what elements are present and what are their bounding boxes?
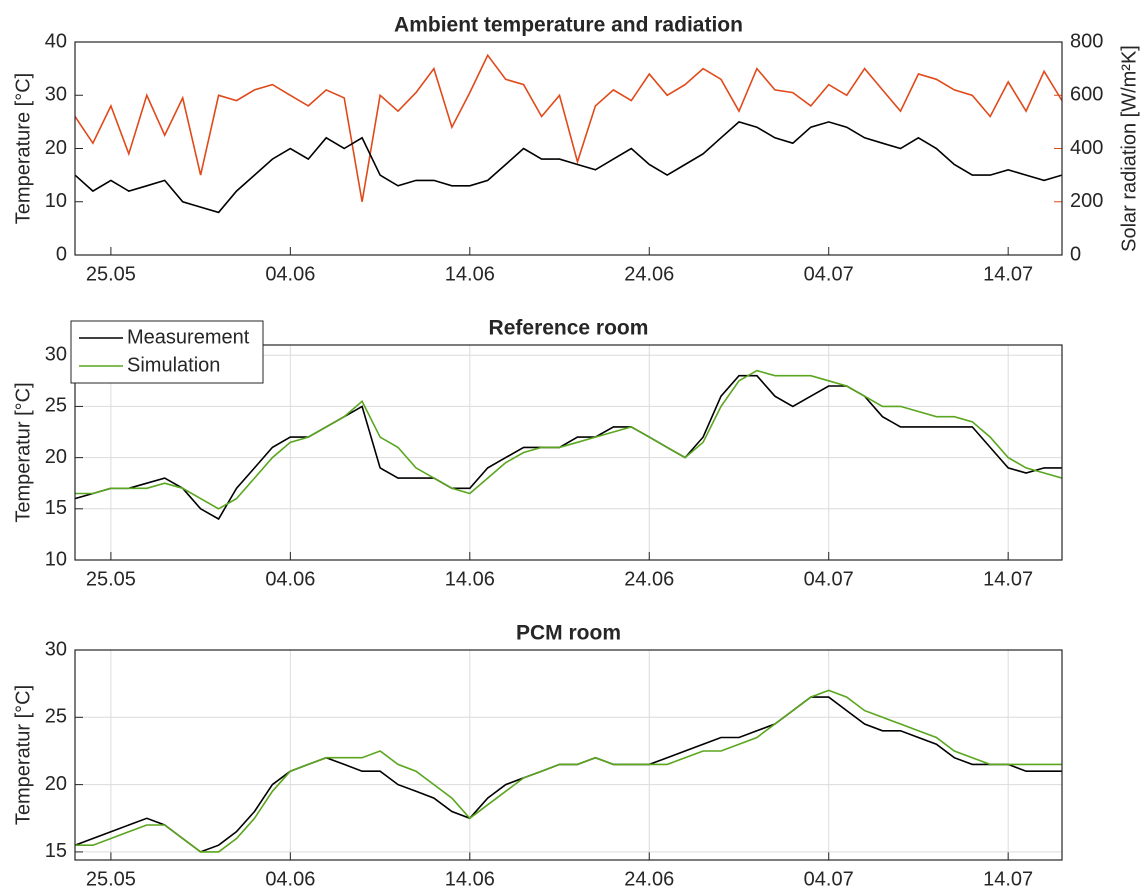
y2-tick-label: 800 xyxy=(1070,30,1103,52)
x-tick-label: 14.07 xyxy=(983,568,1033,590)
y-tick-label: 25 xyxy=(45,395,67,417)
y-tick-label: 20 xyxy=(45,773,67,795)
x-tick-label: 25.05 xyxy=(86,263,136,285)
series-line xyxy=(75,53,1062,202)
x-tick-label: 25.05 xyxy=(86,568,136,590)
legend-label: Simulation xyxy=(127,354,220,376)
x-tick-label: 04.07 xyxy=(804,868,854,890)
chart-title: PCM room xyxy=(516,622,621,645)
series-line xyxy=(75,689,1062,853)
y-tick-label: 15 xyxy=(45,840,67,862)
x-tick-label: 14.06 xyxy=(445,263,495,285)
x-tick-label: 24.06 xyxy=(624,263,674,285)
x-tick-label: 14.07 xyxy=(983,868,1033,890)
plot-frame xyxy=(74,41,1063,256)
y-tick-label: 30 xyxy=(45,84,67,106)
y-tick-label: 10 xyxy=(45,190,67,212)
y-axis-label: Temperatur [°C] xyxy=(12,685,34,825)
x-tick-label: 04.07 xyxy=(804,568,854,590)
legend-box xyxy=(70,320,264,384)
chart-title: Ambient temperature and radiation xyxy=(394,14,743,37)
series-line xyxy=(75,121,1062,214)
y2-tick-label: 600 xyxy=(1070,84,1103,106)
y-tick-label: 30 xyxy=(45,344,67,366)
chart-title: Reference room xyxy=(489,317,649,340)
y2-tick-label: 400 xyxy=(1070,137,1103,159)
y-tick-label: 20 xyxy=(45,137,67,159)
x-tick-label: 14.07 xyxy=(983,263,1033,285)
y2-axis-label: Solar radiation [W/m²K] xyxy=(1118,45,1140,252)
x-tick-label: 14.06 xyxy=(445,868,495,890)
y-tick-label: 0 xyxy=(56,243,67,265)
y-tick-label: 10 xyxy=(45,548,67,570)
plot-frame xyxy=(74,649,1063,861)
y-tick-label: 20 xyxy=(45,446,67,468)
x-tick-label: 24.06 xyxy=(624,568,674,590)
y-tick-label: 25 xyxy=(45,706,67,728)
x-tick-label: 04.06 xyxy=(265,568,315,590)
y2-tick-label: 0 xyxy=(1070,243,1081,265)
y-axis-label: Temperature [°C] xyxy=(12,73,34,224)
series-line xyxy=(75,369,1062,510)
x-tick-label: 04.07 xyxy=(804,263,854,285)
x-tick-label: 04.06 xyxy=(265,868,315,890)
y-tick-label: 15 xyxy=(45,497,67,519)
x-tick-label: 25.05 xyxy=(86,868,136,890)
x-tick-label: 04.06 xyxy=(265,263,315,285)
y-axis-label: Temperatur [°C] xyxy=(12,382,34,522)
legend-label: Measurement xyxy=(127,326,250,348)
x-tick-label: 14.06 xyxy=(445,568,495,590)
series-line xyxy=(75,696,1062,853)
plot-frame xyxy=(74,344,1063,561)
y-tick-label: 40 xyxy=(45,30,67,52)
y2-tick-label: 200 xyxy=(1070,190,1103,212)
series-line xyxy=(75,374,1062,521)
x-tick-label: 24.06 xyxy=(624,868,674,890)
y-tick-label: 30 xyxy=(45,638,67,660)
